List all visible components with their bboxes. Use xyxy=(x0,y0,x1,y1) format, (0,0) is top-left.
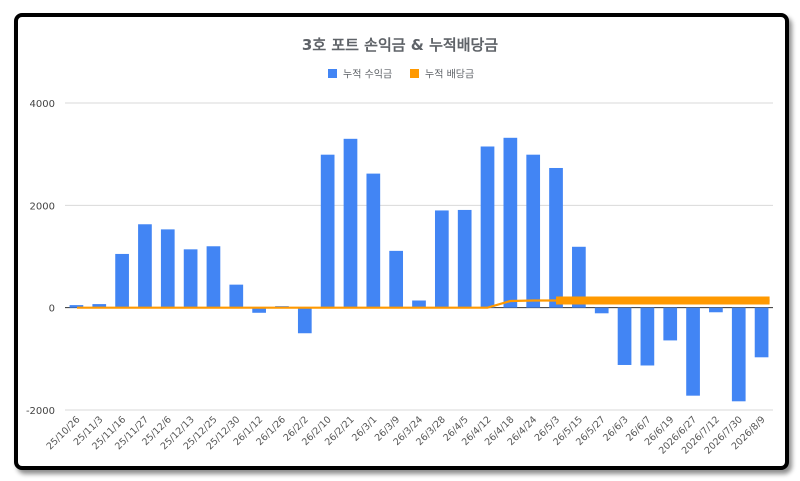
bar xyxy=(389,250,404,308)
bar xyxy=(320,154,335,308)
bar xyxy=(731,307,746,402)
bar xyxy=(549,167,563,308)
line-series xyxy=(77,296,770,309)
bar xyxy=(457,209,472,308)
legend-label: 누적 수익금 xyxy=(343,69,392,81)
bar xyxy=(206,246,221,308)
bar xyxy=(69,305,84,308)
line-band xyxy=(556,296,770,305)
legend-swatch xyxy=(410,69,419,78)
bar xyxy=(138,224,152,308)
bar xyxy=(252,307,266,313)
bar xyxy=(229,284,244,308)
bar xyxy=(572,246,586,308)
bar xyxy=(297,307,312,334)
bar xyxy=(115,253,129,308)
legend-label: 누적 배당금 xyxy=(425,69,474,81)
bar xyxy=(663,307,678,341)
bar xyxy=(366,173,381,308)
y-axis-ticks: -2000 0 2000 4000 xyxy=(26,99,55,417)
y-tick-label: -2000 xyxy=(26,406,55,417)
bar xyxy=(183,249,198,308)
y-tick-label: 0 xyxy=(49,304,55,315)
bar xyxy=(709,307,723,313)
bar xyxy=(640,307,655,366)
bar xyxy=(412,300,426,308)
bar xyxy=(594,307,609,314)
bar xyxy=(480,146,495,308)
bar-series xyxy=(69,137,769,402)
y-tick-label: 4000 xyxy=(30,99,55,110)
bar xyxy=(343,138,358,308)
bar xyxy=(686,307,700,396)
bar xyxy=(92,304,107,308)
bar xyxy=(617,307,632,365)
bar xyxy=(434,210,449,308)
x-axis-ticks: 25/10/2625/11/325/11/1625/11/2725/12/625… xyxy=(45,414,768,456)
bar xyxy=(754,307,769,358)
bar xyxy=(160,229,175,308)
legend: 누적 수익금 누적 배당금 xyxy=(328,69,474,81)
legend-swatch xyxy=(328,69,337,78)
bar xyxy=(503,137,518,308)
y-tick-label: 2000 xyxy=(30,201,55,212)
bar xyxy=(526,154,541,308)
chart-title: 3호 포트 손익금 & 누적배당금 xyxy=(302,36,498,54)
